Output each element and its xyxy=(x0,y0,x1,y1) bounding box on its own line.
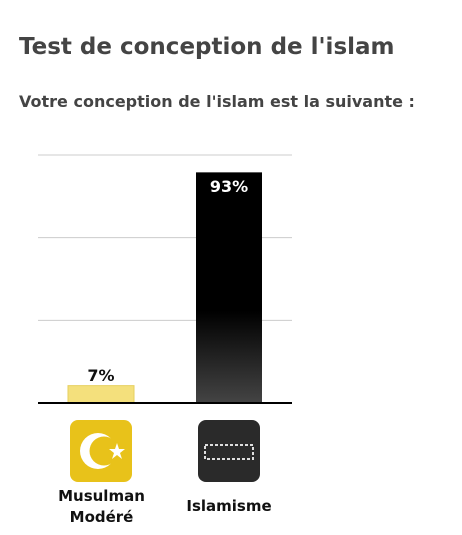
icon-moderate xyxy=(70,420,132,482)
value-label: 93% xyxy=(210,177,248,196)
icon-islamism xyxy=(198,420,260,482)
bar xyxy=(67,385,135,404)
bar xyxy=(196,172,262,403)
value-label: 7% xyxy=(87,366,114,385)
category-label: Islamisme xyxy=(186,497,272,515)
page-title: Test de conception de l'islam xyxy=(19,34,395,60)
category-label: Musulman Modéré xyxy=(58,487,145,526)
page-subtitle: Votre conception de l'islam est la suiva… xyxy=(19,92,415,111)
